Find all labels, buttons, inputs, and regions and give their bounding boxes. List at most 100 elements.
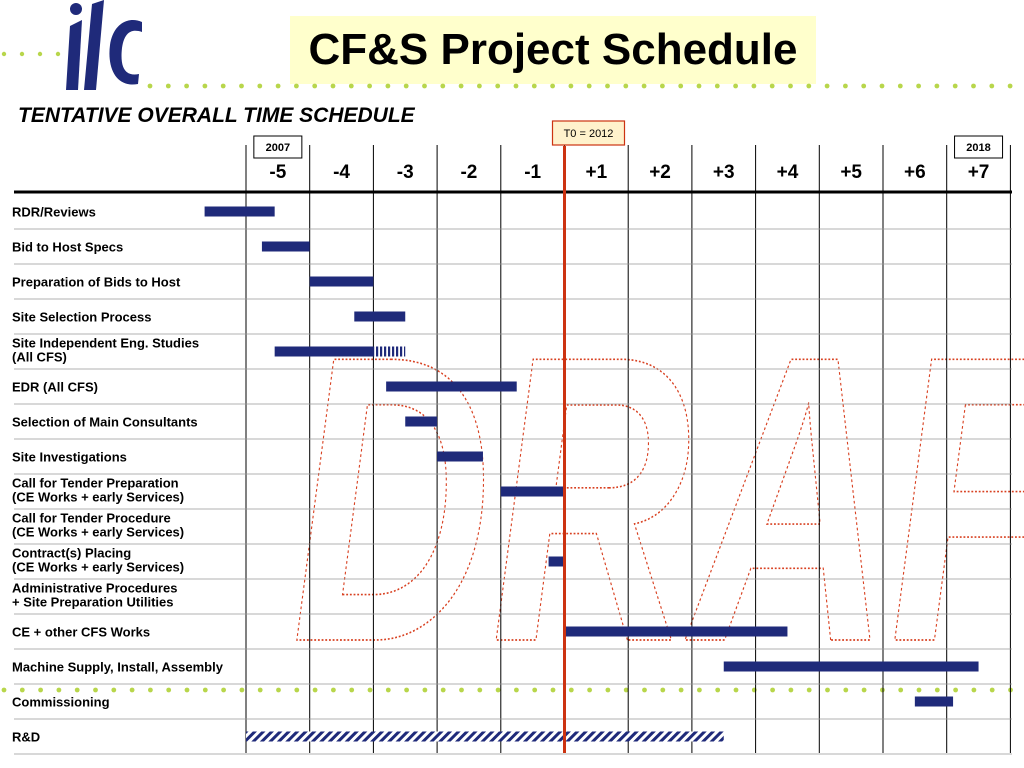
decor-dot (806, 83, 812, 89)
task-label: (CE Works + early Services) (12, 560, 184, 575)
task-bar (405, 416, 438, 427)
x-tick-label: +4 (777, 162, 799, 183)
title-box: CF&S Project Schedule (290, 16, 816, 84)
decor-dot (19, 687, 25, 693)
x-tick-label: +6 (904, 162, 926, 183)
x-tick-label: +3 (713, 162, 735, 183)
task-bar (564, 626, 788, 637)
draft-watermark: DRAFT (292, 271, 1024, 727)
decor-dot (220, 83, 226, 89)
task-bar (500, 486, 565, 497)
decor-dot (239, 83, 244, 89)
task-label: Site Investigations (12, 450, 127, 465)
decor-dot (111, 687, 117, 693)
decor-dot (440, 83, 446, 89)
decor-dot (367, 687, 373, 693)
decor-dot (495, 83, 501, 89)
decor-dot (971, 687, 977, 693)
x-tick-label: +5 (840, 162, 862, 183)
task-label: Administrative Procedures (12, 581, 177, 596)
decor-dot (514, 687, 519, 693)
decor-dot (385, 83, 391, 89)
x-tick-label: -2 (460, 162, 477, 183)
x-tick-label: -5 (269, 162, 286, 183)
decor-dot (605, 687, 611, 693)
year-marker-box (954, 135, 1004, 159)
decor-dot (276, 687, 281, 693)
task-label: Site Independent Eng. Studies (12, 336, 199, 351)
decor-dot (129, 687, 135, 693)
decor-dot (678, 83, 684, 89)
decor-dot (880, 687, 885, 693)
decor-dot (697, 687, 702, 693)
decor-dot (331, 687, 336, 693)
decor-dot (898, 687, 904, 693)
decor-dot (714, 83, 720, 89)
t0-box (551, 120, 626, 146)
decor-dot (642, 687, 647, 693)
decor-dot (257, 83, 263, 89)
decor-dot (825, 687, 830, 693)
decor-dot (934, 83, 940, 89)
decor-dot (367, 83, 372, 89)
decor-dot (458, 83, 464, 89)
decor-dot (568, 83, 574, 89)
decor-dot (221, 687, 227, 693)
decor-dot (678, 687, 684, 693)
x-tick-label: +1 (586, 162, 608, 183)
decor-dot (330, 83, 336, 89)
decor-dot (202, 83, 208, 89)
task-bar (914, 696, 954, 707)
x-tick-label: -1 (524, 162, 541, 183)
task-bar-hatched (246, 731, 724, 742)
decor-dot (385, 687, 391, 693)
decor-dot (897, 83, 903, 89)
decor-dot (148, 687, 153, 693)
task-label: R&D (12, 730, 40, 745)
task-label: CE + other CFS Works (12, 625, 150, 640)
decor-dot (312, 687, 318, 693)
decor-dot (733, 687, 739, 693)
decor-dot (495, 687, 501, 693)
decor-dot (422, 687, 428, 693)
decor-dot (257, 687, 263, 693)
decor-dot (202, 687, 208, 693)
decor-dot (952, 83, 958, 89)
decor-dot (660, 83, 665, 89)
decor-dot (971, 83, 976, 89)
decor-dot (56, 687, 62, 693)
decor-dot (934, 687, 940, 693)
x-tick-label: +2 (649, 162, 671, 183)
t0-label: T0 = 2012 (564, 128, 614, 140)
decor-dot (605, 83, 610, 89)
decor-dot (788, 687, 794, 693)
task-label: Selection of Main Consultants (12, 415, 198, 430)
task-label: (CE Works + early Services) (12, 525, 184, 540)
year-marker-label: 2007 (266, 142, 290, 154)
decor-dot (477, 687, 483, 693)
decor-dot (916, 83, 921, 89)
decor-dot (806, 687, 812, 693)
decor-dot (568, 687, 574, 693)
decor-dot (696, 83, 702, 89)
decor-dot (733, 83, 738, 89)
task-label: (All CFS) (12, 350, 67, 365)
decor-dot (989, 687, 995, 693)
decor-dot (275, 83, 281, 89)
decor-dot (1007, 83, 1013, 89)
task-label: Call for Tender Procedure (12, 511, 171, 526)
decor-dot (239, 687, 245, 693)
decor-dot (879, 83, 885, 89)
decor-dot (1, 687, 7, 693)
decor-dot (550, 687, 556, 693)
decor-dot (769, 83, 775, 89)
decor-dot (861, 83, 867, 89)
decor-dot (1, 51, 7, 57)
decor-dot (788, 83, 793, 89)
decor-dot (184, 83, 190, 89)
decor-dot (19, 51, 25, 57)
decor-dot (824, 83, 830, 89)
decor-dot (843, 687, 849, 693)
decor-dot (294, 687, 300, 693)
